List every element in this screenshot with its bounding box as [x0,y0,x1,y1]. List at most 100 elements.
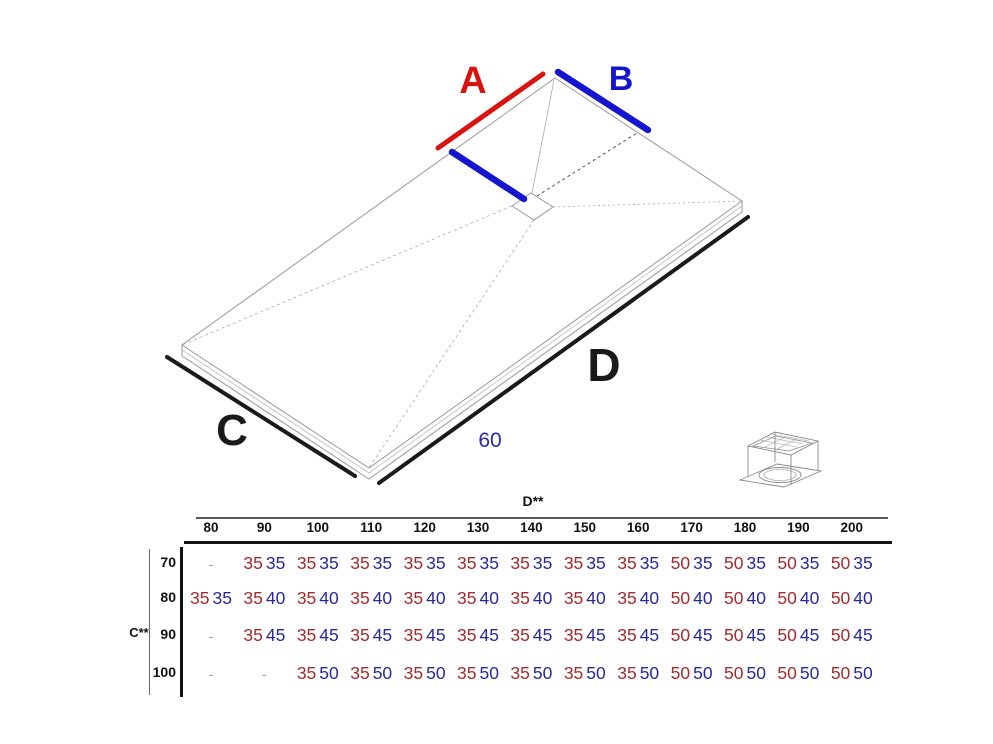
label-d: D [587,339,620,391]
shower-tray-diagram: A B C D 60 [165,60,823,488]
cell-value-second: 35 [372,553,393,573]
column-header: 170 [680,520,703,535]
dimension-b-line [554,68,652,134]
table-cell: 35 45 [398,624,452,646]
table-cell: 35 35 [451,552,505,574]
cell-value-second: 50 [853,663,873,683]
cell-value-first: 35 [403,553,424,573]
cell-value-first: 35 [563,588,584,608]
cell-value-second: 40 [426,588,446,608]
column-header: 180 [733,520,757,535]
table-cell: 35 45 [504,624,558,646]
empty-cell-dash: - [208,628,214,644]
cell-value-first: 35 [296,553,317,573]
table-cell: 35 35 [558,552,612,574]
label-drain-offset: 60 [478,429,501,452]
table-cell: 35 50 [398,662,452,684]
table-cell: 35 35 [291,552,345,574]
table-cell: 35 35 [344,552,398,574]
table-cell: 35 40 [504,587,558,609]
row-header: 100 [152,664,176,680]
cell-value-first: 35 [510,625,530,645]
cell-value-second: 40 [532,588,553,608]
cell-value-first: 35 [243,625,263,645]
cell-value-second: 40 [372,588,393,608]
cell-value-first: 50 [830,588,851,608]
crease-line-right [552,200,743,208]
table-cell: 50 45 [718,624,772,646]
cell-value-second: 35 [212,588,232,608]
table-cell: - [184,552,238,574]
cell-value-second: 45 [799,625,820,645]
cell-value-first: 35 [510,588,530,608]
row-axis-label: C** [129,625,149,640]
column-header: 130 [466,520,490,535]
cell-value-second: 50 [479,663,499,683]
cell-value-first: 50 [724,553,744,573]
table-cell: - [184,662,238,684]
label-c: C [216,406,248,455]
cell-value-first: 35 [563,553,584,573]
table-cell: 35 35 [611,552,665,574]
table-cell: 50 35 [825,552,879,574]
cell-value-second: 45 [426,625,446,645]
cell-value-second: 40 [746,588,766,608]
table-cell: 35 40 [291,587,345,609]
crease-line-top [531,79,555,194]
cell-value-second: 50 [746,663,766,683]
cell-value-first: 35 [350,588,370,608]
table-cell: 35 40 [344,587,398,609]
table-cell: 50 50 [825,662,879,684]
cell-value-second: 45 [319,625,339,645]
column-axis-label: D** [522,493,544,509]
table-cell: 35 45 [291,624,345,646]
table-cell: 35 45 [611,624,665,646]
cell-value-first: 35 [617,663,637,683]
table-header-rule [184,541,892,544]
column-header: 90 [256,520,272,535]
table-cell: 50 40 [665,587,719,609]
cell-value-first: 35 [510,663,530,683]
tray-top-face [181,77,743,469]
cell-value-second: 50 [586,663,606,683]
cell-value-first: 35 [243,553,263,573]
table-cell: 35 45 [451,624,505,646]
cell-value-first: 50 [724,588,744,608]
cell-value-second: 40 [319,588,339,608]
table-cell: 50 45 [771,624,825,646]
cell-value-first: 35 [403,663,424,683]
cell-value-second: 40 [853,588,873,608]
cell-value-second: 50 [532,663,553,683]
cell-value-second: 45 [265,625,286,645]
table-cell: 35 40 [611,587,665,609]
table-cell: 35 40 [398,587,452,609]
cell-value-first: 50 [670,663,691,683]
table-cell: 35 50 [611,662,665,684]
table-cell: 35 40 [237,587,291,609]
row-header-left-rule [149,549,150,695]
table-cell: 35 35 [398,552,452,574]
cell-value-second: 35 [853,553,873,573]
cell-value-first: 50 [777,588,797,608]
empty-cell-dash: - [262,666,267,682]
cell-value-second: 45 [532,625,553,645]
cell-value-first: 35 [617,625,637,645]
cell-value-first: 35 [457,553,477,573]
cell-value-first: 35 [563,625,584,645]
table-cell: 50 50 [771,662,825,684]
cell-value-second: 50 [799,663,820,683]
cell-value-first: 35 [296,588,317,608]
table-cell: 35 40 [451,587,505,609]
cell-value-second: 35 [265,553,286,573]
cell-value-first: 35 [403,625,424,645]
cell-value-first: 50 [777,553,797,573]
table-cell: 50 50 [665,662,719,684]
cell-value-first: 35 [457,588,477,608]
drain-inset-blue-line [448,148,528,203]
cell-value-second: 45 [693,625,713,645]
cell-value-second: 40 [479,588,499,608]
cell-value-second: 40 [639,588,660,608]
cell-value-first: 50 [830,663,851,683]
cell-value-second: 45 [746,625,766,645]
cell-value-first: 35 [190,588,210,608]
